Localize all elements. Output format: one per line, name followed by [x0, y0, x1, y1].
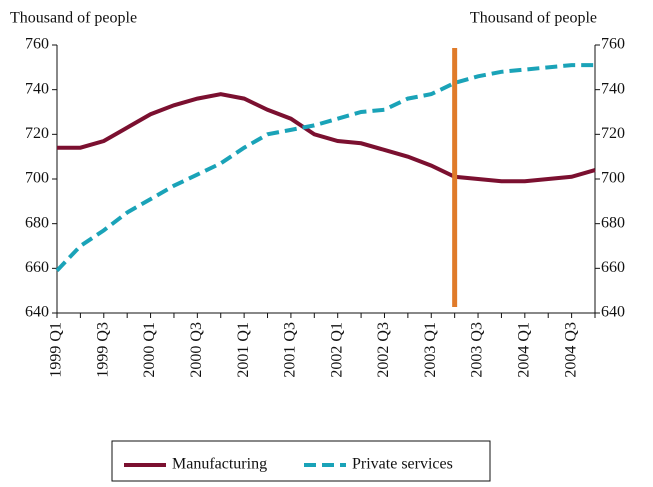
x-tick-label: 2003 Q1 [422, 322, 439, 378]
y2-tick-label: 720 [601, 125, 625, 142]
x-tick-label: 2002 Q3 [375, 322, 392, 378]
legend-label: Private services [352, 456, 453, 473]
series-line [55, 63, 595, 272]
x-tick-label: 2002 Q1 [328, 322, 345, 378]
y-tick-label: 640 [25, 304, 49, 321]
y-tick-label: 740 [25, 80, 49, 97]
legend-box [111, 440, 491, 482]
y-axis-label: Thousand of people [10, 10, 137, 27]
x-tick-label: 2000 Q1 [141, 322, 158, 378]
y-tick-label: 700 [25, 170, 49, 187]
x-tick-label: 2004 Q3 [562, 322, 579, 378]
y2-tick-label: 760 [601, 36, 625, 53]
series-line [57, 92, 596, 184]
legend-label: Manufacturing [172, 456, 267, 473]
y-tick-label: 660 [25, 259, 49, 276]
y-tick-label: 680 [25, 214, 49, 231]
y2-tick-label: 680 [601, 214, 625, 231]
y2-tick-label: 740 [601, 80, 625, 97]
y-tick-label: 760 [25, 36, 49, 53]
y2-axis-label: Thousand of people [470, 10, 597, 27]
x-tick-label: 2001 Q1 [235, 322, 252, 378]
x-tick-label: 2001 Q3 [282, 322, 299, 378]
x-tick-label: 2004 Q1 [515, 322, 532, 378]
y2-tick-label: 660 [601, 259, 625, 276]
x-tick-label: 2003 Q3 [469, 322, 486, 378]
x-tick-label: 1999 Q3 [94, 322, 111, 378]
x-tick-label: 1999 Q1 [48, 322, 65, 378]
x-tick-label: 2000 Q3 [188, 322, 205, 378]
y-tick-label: 720 [25, 125, 49, 142]
y2-tick-label: 700 [601, 170, 625, 187]
y2-tick-label: 640 [601, 304, 625, 321]
